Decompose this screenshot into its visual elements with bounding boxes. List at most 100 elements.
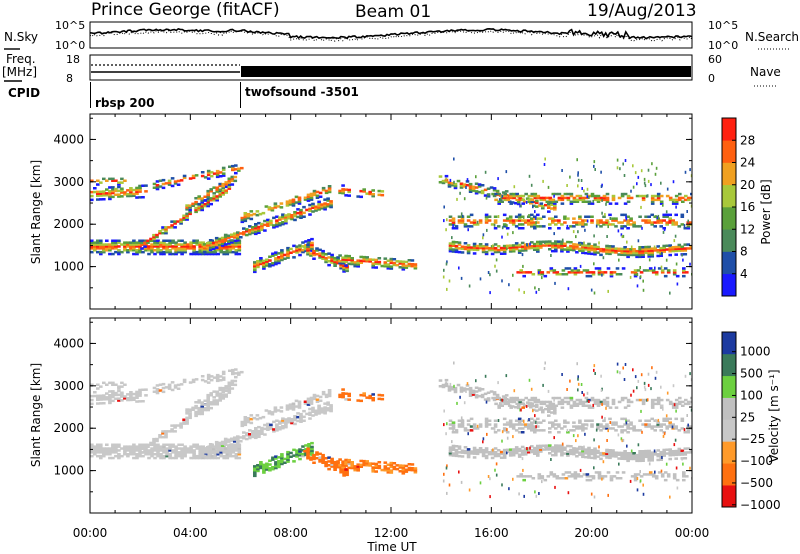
power-cell xyxy=(185,216,189,219)
velocity-cell xyxy=(605,456,609,459)
power-cell xyxy=(255,210,260,213)
power-cell xyxy=(501,191,506,194)
power-cell xyxy=(117,185,121,189)
power-cell xyxy=(209,190,213,193)
power-cell xyxy=(638,215,642,218)
power-cell xyxy=(689,245,692,248)
power-cell xyxy=(324,256,328,260)
power-cell xyxy=(401,266,406,269)
velocity-cell xyxy=(548,400,553,404)
velocity-cell xyxy=(198,453,202,456)
velocity-cell xyxy=(286,450,290,454)
power-cell xyxy=(333,258,337,262)
velocity-cell xyxy=(457,425,462,428)
power-cell xyxy=(111,245,115,248)
velocity-cell xyxy=(561,473,566,476)
velocity-cell xyxy=(554,452,558,455)
power-cell xyxy=(609,274,614,278)
power-cell xyxy=(234,243,239,246)
velocity-cell xyxy=(168,445,172,448)
power-cell xyxy=(594,168,596,171)
power-cell xyxy=(248,230,252,234)
velocity-cell xyxy=(478,423,483,426)
power-cell xyxy=(295,245,299,248)
velocity-cell xyxy=(220,448,225,451)
power-cell xyxy=(228,250,233,254)
velocity-cell xyxy=(318,458,322,461)
power-cell xyxy=(643,177,646,181)
power-cell xyxy=(206,193,210,197)
velocity-cell xyxy=(445,466,448,470)
power-cell xyxy=(168,243,172,246)
velocity-cell xyxy=(601,402,603,406)
power-cell xyxy=(558,273,563,276)
velocity-cell xyxy=(281,426,285,430)
velocity-cell xyxy=(635,459,639,463)
velocity-cell xyxy=(530,423,534,426)
velocity-cell xyxy=(626,398,631,402)
power-cell xyxy=(626,248,630,251)
power-cell xyxy=(527,223,531,226)
velocity-cell xyxy=(284,422,288,425)
velocity-cell xyxy=(606,471,611,474)
power-cell xyxy=(320,207,324,210)
velocity-cell xyxy=(478,448,483,452)
velocity-cell xyxy=(99,443,103,446)
power-cell xyxy=(586,195,589,199)
power-cell xyxy=(521,253,524,257)
velocity-cell xyxy=(617,457,621,460)
power-cell xyxy=(165,249,169,252)
velocity-cell xyxy=(306,451,310,454)
velocity-cell xyxy=(466,450,471,453)
velocity-cell xyxy=(230,379,235,383)
velocity-cell xyxy=(605,450,609,454)
velocity-cell xyxy=(155,384,160,387)
power-cell xyxy=(538,288,540,291)
velocity-cell xyxy=(460,423,465,426)
power-cell xyxy=(633,273,638,276)
power-cell xyxy=(192,241,196,244)
power-cell xyxy=(132,252,136,256)
power-cell xyxy=(674,223,678,226)
power-cell xyxy=(494,192,498,196)
power-cell xyxy=(195,252,199,256)
power-cell xyxy=(312,191,317,195)
velocity-cell xyxy=(536,429,540,432)
velocity-cell xyxy=(253,474,257,478)
velocity-cell xyxy=(599,400,604,404)
velocity-cell xyxy=(597,475,602,478)
velocity-cell xyxy=(566,402,571,406)
power-cell xyxy=(206,201,210,204)
velocity-cell xyxy=(633,473,638,476)
power-cell xyxy=(687,198,691,202)
velocity-cell xyxy=(547,414,551,417)
power-cell xyxy=(236,237,240,240)
power-cell xyxy=(389,257,394,261)
velocity-cell xyxy=(489,495,491,499)
velocity-cell xyxy=(90,451,94,454)
velocity-cell xyxy=(584,448,588,451)
power-cell xyxy=(307,239,311,242)
power-cell xyxy=(677,225,682,228)
velocity-cell xyxy=(492,398,497,402)
power-cell xyxy=(310,243,314,247)
velocity-cell xyxy=(296,415,300,419)
power-cell xyxy=(647,179,650,183)
velocity-cell xyxy=(234,456,239,460)
velocity-cell xyxy=(257,431,261,435)
velocity-cell xyxy=(203,406,207,410)
velocity-cell xyxy=(326,403,330,406)
velocity-cell xyxy=(242,435,246,438)
power-cell xyxy=(218,188,222,191)
velocity-cell xyxy=(593,447,597,450)
power-cell xyxy=(138,190,142,193)
power-cell xyxy=(261,211,266,215)
velocity-cell xyxy=(201,453,205,456)
power-cell xyxy=(129,247,133,250)
power-cell xyxy=(535,290,538,294)
velocity-cell xyxy=(210,454,214,458)
velocity-cell xyxy=(93,394,97,398)
power-cell xyxy=(310,237,314,241)
power-cell xyxy=(529,242,531,246)
velocity-cell xyxy=(541,410,545,414)
